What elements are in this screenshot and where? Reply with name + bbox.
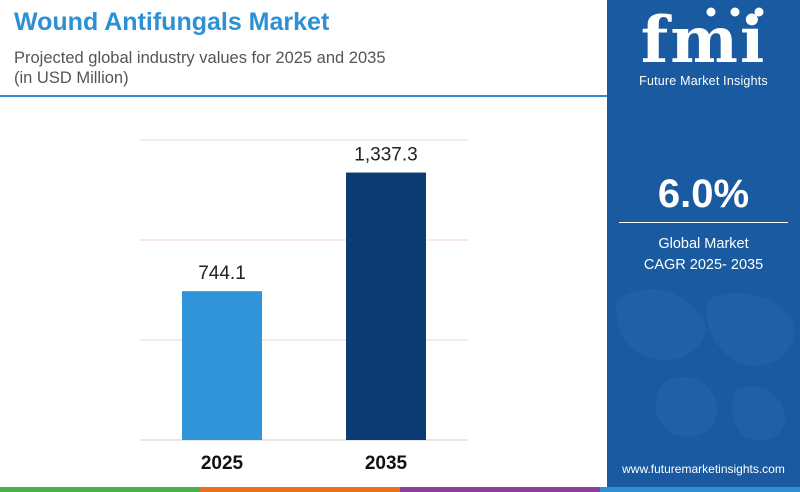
x-tick-label-2035: 2035 [365,453,408,474]
chart-title: Wound Antifungals Market [14,8,330,36]
bar-chart: 744.1 2025 1,337.3 2035 [140,139,468,474]
data-label-2035: 1,337.3 [354,145,417,166]
strip-segment [400,487,600,492]
logo-figures-icon [706,7,764,17]
info-panel: fmi Future Market Insights 6.0% Global M… [607,0,800,492]
cagr-value: 6.0% [657,172,750,216]
strip-segment [200,487,400,492]
bar-2035[interactable] [346,172,426,440]
x-tick-label-2025: 2025 [201,453,244,474]
website-link[interactable]: www.futuremarketinsights.com [622,462,785,476]
title-divider [0,95,607,97]
logo-letters: fmi [640,3,767,78]
panel-world-map-pattern [616,289,795,441]
subtitle-line-1: Projected global industry values for 202… [14,49,386,67]
chart-area: Wound Antifungals Market Projected globa… [0,8,607,474]
logo-company-name: Future Market Insights [639,74,768,88]
bar-2025[interactable] [182,291,262,440]
cagr-divider [619,222,788,223]
chart-subtitle: Projected global industry values for 202… [14,48,594,88]
fmi-logo[interactable]: fmi Future Market Insights [607,3,800,88]
cagr-label: Global Market CAGR 2025- 2035 [607,234,800,276]
data-label-2025: 744.1 [198,263,246,284]
bottom-color-strip [0,487,800,492]
cagr-label-line-2: CAGR 2025- 2035 [643,257,764,273]
strip-segment [600,487,800,492]
strip-segment [0,487,200,492]
cagr-label-line-1: Global Market [658,236,749,252]
subtitle-line-2: (in USD Million) [14,69,129,87]
